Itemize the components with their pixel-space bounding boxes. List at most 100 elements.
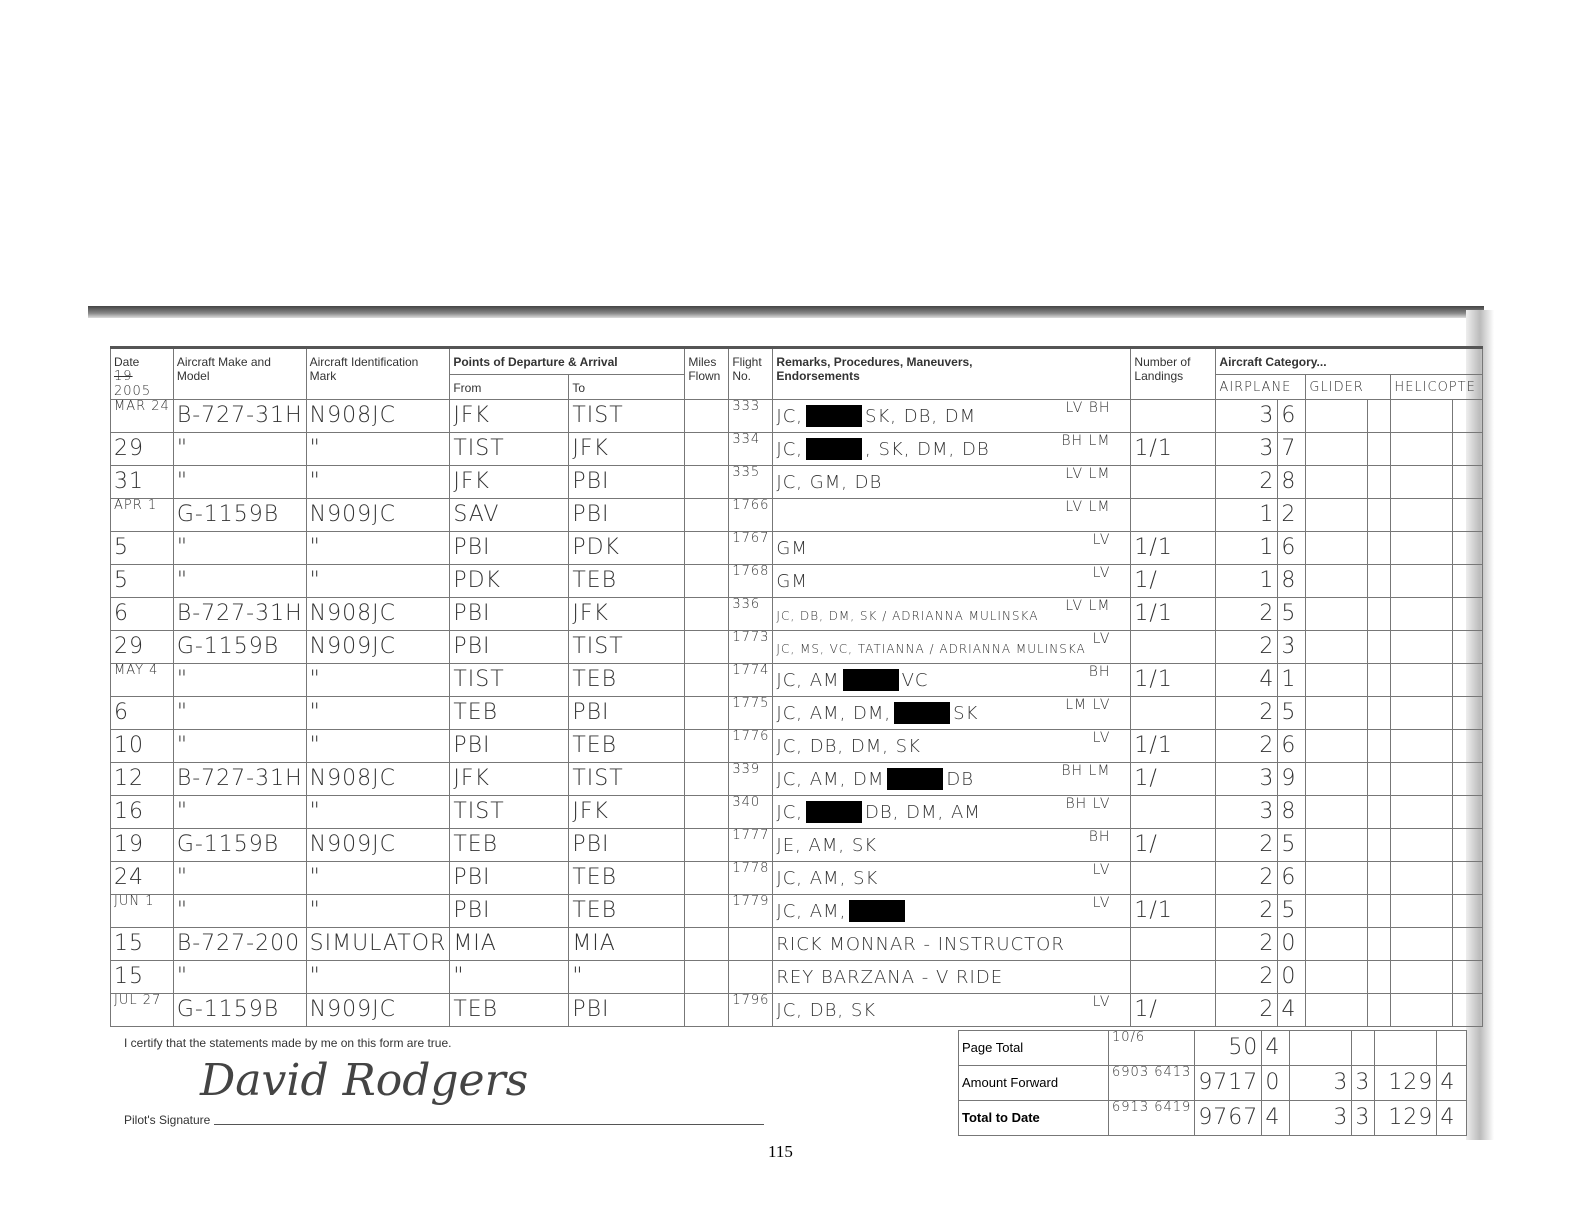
helicopter-tenths-cell (1452, 662, 1484, 697)
log-entry-row: 19 G-1159B N909JC TEB PBI 1777 JE, AM, SK BH 1/2… (110, 827, 1484, 862)
airplane-hours-cell: 2 (1215, 959, 1279, 994)
from-cell: PBI (449, 530, 570, 565)
remarks-text-after: SK, DB, DM (865, 406, 977, 427)
remarks-cell: REY BARZANA - V RIDE (772, 959, 1132, 994)
redaction-box (806, 405, 863, 427)
airplane-hours-cell: 1 (1215, 498, 1279, 532)
remarks-text: JC, MS, VC, TATIANNA / ADRIANNA MULINSKA (776, 641, 1086, 656)
remarks-cell: RICK MONNAR - INSTRUCTOR (772, 926, 1132, 961)
date-cell: 15 (110, 959, 174, 994)
helicopter-tenths-cell (1452, 596, 1484, 631)
remarks-text-after: SK (953, 702, 979, 724)
date-cell: 24 (110, 860, 174, 895)
make-cell: " (172, 794, 307, 829)
totals-c3: 129 (1374, 1065, 1438, 1101)
totals-c4: 4 (1436, 1065, 1468, 1101)
flight-cell: 1773 (728, 629, 774, 664)
date-cell: 15 (110, 926, 174, 961)
flight-cell (728, 959, 774, 994)
airplane-tenths-cell: 0 (1277, 926, 1307, 961)
glider-cell (1305, 629, 1369, 664)
date-cell: 6 (110, 596, 174, 631)
make-cell: " (172, 432, 307, 466)
helicopter-cell (1390, 728, 1454, 763)
crew-code: LV BH (1065, 400, 1111, 416)
airplane-hours-cell: 3 (1215, 794, 1279, 829)
miles-cell (684, 563, 730, 598)
flight-cell: 335 (728, 465, 774, 499)
helicopter-tenths-cell (1452, 794, 1484, 829)
airplane-tenths-cell: 3 (1277, 629, 1307, 664)
from-cell: PBI (449, 893, 570, 928)
totals-hrs: 9717 (1194, 1065, 1263, 1101)
totals-c1 (1289, 1030, 1353, 1066)
totals-c1: 3 (1289, 1065, 1353, 1101)
log-entry-row: 12 B-727-31H N908JC JFK TIST 339 JC, AM, DM DB B… (110, 761, 1484, 796)
flight-cell: 340 (728, 794, 774, 829)
from-cell: PBI (449, 728, 570, 763)
to-cell: TIST (568, 399, 686, 433)
log-entry-row: 15 B-727-200 SIMULATOR MIA MIA RICK MONNAR - … (110, 926, 1484, 961)
remarks-text: JC, (776, 801, 804, 823)
make-cell: " (172, 530, 307, 565)
glider-tenths-cell (1367, 794, 1392, 829)
date-cell: JUN 1 (110, 893, 174, 928)
from-cell: JFK (449, 399, 570, 433)
ident-cell: N908JC (305, 596, 451, 631)
flight-cell: 334 (728, 432, 774, 466)
ident-cell: N909JC (305, 498, 451, 532)
glider-tenths-cell (1367, 465, 1392, 499)
helicopter-cell (1390, 399, 1454, 433)
miles-cell (684, 695, 730, 730)
landings-cell: 1/1 (1130, 432, 1217, 466)
date-cell: 6 (110, 695, 174, 730)
helicopter-tenths-cell (1452, 959, 1484, 994)
header-glider: GLIDER (1305, 373, 1392, 401)
airplane-tenths-cell: 8 (1277, 563, 1307, 598)
to-cell: TEB (568, 662, 686, 697)
remarks-cell: JC, GM, DB LV LM (772, 465, 1132, 499)
date-cell: 16 (110, 794, 174, 829)
glider-cell (1305, 761, 1369, 796)
redaction-box (894, 701, 951, 724)
miles-cell (684, 959, 730, 994)
remarks-text: JC, AM, DM (776, 768, 885, 790)
totals-label: Amount Forward (958, 1065, 1109, 1101)
helicopter-tenths-cell (1452, 530, 1484, 565)
airplane-hours-cell: 1 (1215, 563, 1279, 598)
airplane-tenths-cell: 5 (1277, 893, 1307, 928)
from-cell: TIST (449, 794, 570, 829)
make-cell: " (172, 893, 307, 928)
remarks-text-after: VC (901, 669, 929, 691)
to-cell: PDK (568, 530, 686, 565)
glider-tenths-cell (1367, 629, 1392, 664)
log-entry-row: 15 " " " " REY BARZANA - V RIDE 2 0 (110, 959, 1484, 994)
miles-cell (684, 761, 730, 796)
totals-c3 (1374, 1030, 1438, 1066)
landings-cell: 1/1 (1130, 728, 1217, 763)
flight-cell: 1774 (728, 662, 774, 697)
flight-cell: 1766 (728, 498, 774, 532)
glider-tenths-cell (1367, 432, 1392, 466)
to-cell: TEB (568, 728, 686, 763)
date-cell: 29 (110, 629, 174, 664)
from-cell: TEB (449, 695, 570, 730)
glider-tenths-cell (1367, 926, 1392, 961)
make-cell: B-727-31H (172, 596, 307, 631)
remarks-text-after: , SK, DM, DB (865, 439, 990, 460)
helicopter-cell (1390, 530, 1454, 565)
remarks-text: JC, AM, DM, (776, 702, 892, 724)
ident-cell: " (305, 662, 451, 697)
ident-cell: " (305, 728, 451, 763)
totals-c2 (1351, 1030, 1376, 1066)
to-cell: PBI (568, 465, 686, 499)
flight-cell: 336 (728, 596, 774, 631)
to-cell: MIA (568, 926, 686, 961)
totals-landings: 6913 6419 (1107, 1100, 1196, 1136)
remarks-text: JC, DB, SK (776, 999, 877, 1021)
airplane-hours-cell: 4 (1215, 662, 1279, 697)
remarks-text: RICK MONNAR - INSTRUCTOR (776, 933, 1065, 955)
make-cell: G-1159B (172, 827, 307, 862)
flight-cell: 1778 (728, 860, 774, 895)
crew-code: LV (1092, 894, 1111, 911)
